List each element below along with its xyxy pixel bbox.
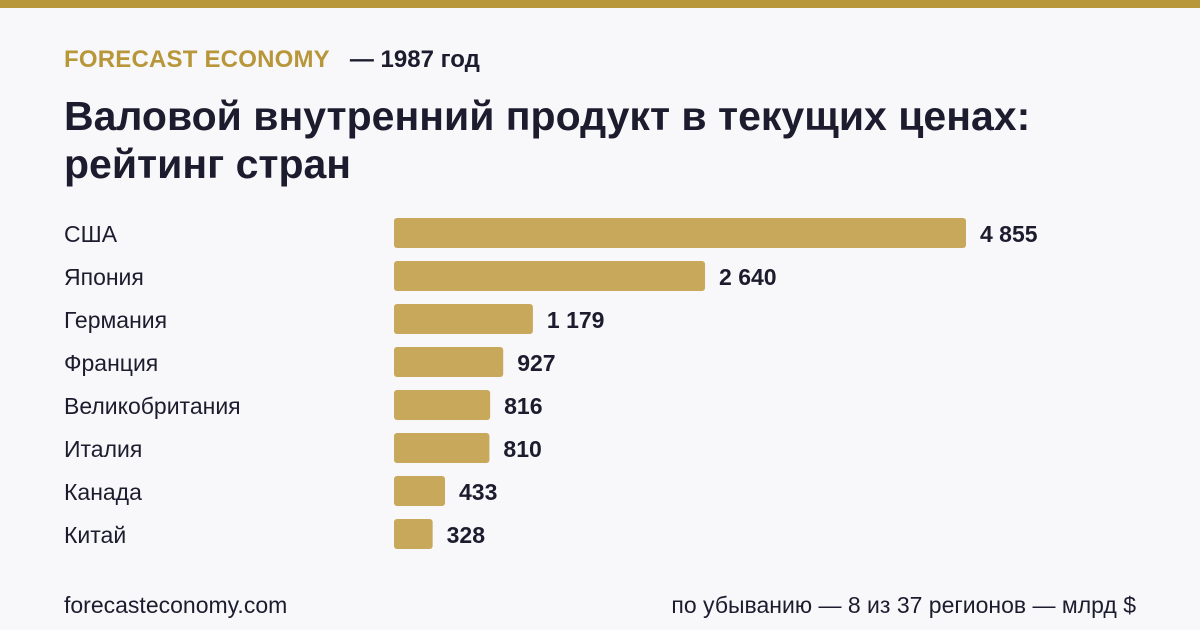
category-label: Япония: [64, 264, 144, 290]
bar: [394, 261, 706, 291]
top-accent-bar: [0, 0, 1200, 8]
bar: [394, 476, 446, 506]
category-label: Великобритания: [64, 393, 241, 419]
bar: [394, 218, 966, 248]
bar: [394, 519, 433, 549]
footer-site: forecasteconomy.com: [64, 592, 288, 618]
year-label: — 1987 год: [349, 46, 480, 73]
chart-title: Валовой внутренний продукт в текущих цен…: [64, 93, 1031, 187]
category-label: США: [64, 221, 118, 247]
category-label: Италия: [64, 436, 142, 462]
category-label: Германия: [64, 307, 167, 333]
value-label: 1 179: [547, 307, 605, 333]
category-label: Канада: [64, 479, 142, 505]
header: FORECAST ECONOMY — 1987 год: [64, 46, 480, 74]
value-label: 2 640: [719, 264, 777, 290]
category-label: Франция: [64, 350, 158, 376]
bar: [394, 390, 491, 420]
value-label: 433: [459, 479, 497, 505]
brand-name: FORECAST ECONOMY: [64, 46, 330, 73]
value-label: 816: [504, 393, 542, 419]
value-label: 810: [503, 436, 541, 462]
bar: [394, 433, 490, 463]
bar: [394, 347, 504, 377]
value-label: 328: [447, 522, 486, 548]
value-label: 927: [517, 350, 555, 376]
category-label: Китай: [64, 522, 126, 548]
bar: [394, 304, 533, 334]
value-label: 4 855: [980, 221, 1038, 247]
footer-note: по убыванию — 8 из 37 регионов — млрд $: [671, 592, 1136, 618]
